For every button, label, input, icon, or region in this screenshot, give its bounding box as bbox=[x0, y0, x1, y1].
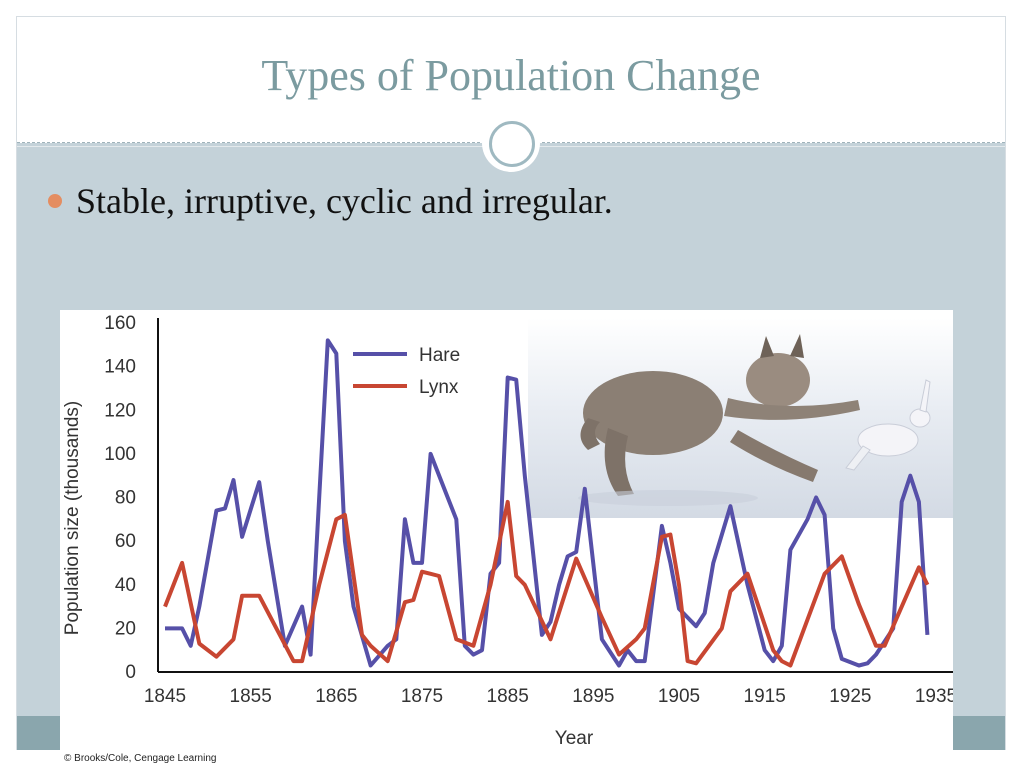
chart-legend: Hare Lynx bbox=[353, 345, 460, 398]
lynx-foreleg-upper bbox=[724, 398, 860, 420]
bullet-dot-icon bbox=[48, 194, 62, 208]
y-tick-label: 40 bbox=[115, 575, 136, 596]
x-tick-label: 1865 bbox=[315, 686, 357, 707]
hare-ear bbox=[919, 379, 931, 413]
x-tick-label: 1875 bbox=[401, 686, 443, 707]
lynx-hindleg bbox=[604, 428, 634, 496]
divider-ornament-ring-icon bbox=[489, 121, 535, 167]
x-tick-label: 1855 bbox=[230, 686, 272, 707]
x-tick-label: 1935 bbox=[915, 686, 953, 707]
chart-panel: 0 20 40 60 80 100 120 140 160 1845 1855 1865 1875 18… bbox=[60, 310, 953, 750]
legend-label-hare: Hare bbox=[419, 345, 460, 366]
y-axis-label: Population size (thousands) bbox=[62, 401, 83, 635]
x-tick-labels: 1845 1855 1865 1875 1885 1895 1905 1915 1925 1935 bbox=[144, 686, 953, 707]
y-tick-label: 60 bbox=[115, 531, 136, 552]
y-tick-label: 20 bbox=[115, 618, 136, 639]
slide-title: Types of Population Change bbox=[261, 51, 761, 100]
x-tick-label: 1845 bbox=[144, 686, 186, 707]
x-tick-label: 1915 bbox=[744, 686, 786, 707]
snow-shadow bbox=[578, 490, 758, 506]
y-tick-label: 120 bbox=[104, 400, 136, 421]
series-line-hare bbox=[165, 338, 930, 668]
y-tick-label: 140 bbox=[104, 357, 136, 378]
bullet-text: Stable, irruptive, cyclic and irregular. bbox=[76, 181, 613, 221]
chart-axes bbox=[157, 318, 953, 673]
lynx-ear-right bbox=[790, 334, 804, 358]
y-tick-label: 80 bbox=[115, 488, 136, 509]
series-line-lynx bbox=[163, 499, 930, 668]
x-tick-label: 1905 bbox=[658, 686, 700, 707]
legend-label-lynx: Lynx bbox=[419, 377, 459, 398]
x-tick-label: 1885 bbox=[487, 686, 529, 707]
lynx-chasing-hare-illustration bbox=[578, 334, 931, 506]
hare-body bbox=[857, 423, 919, 457]
lynx-hindleg-back bbox=[580, 418, 600, 450]
y-tick-labels: 0 20 40 60 80 100 120 140 160 bbox=[104, 313, 136, 683]
copyright-notice: © Brooks/Cole, Cengage Learning bbox=[64, 753, 217, 764]
x-tick-label: 1925 bbox=[829, 686, 871, 707]
lynx-hare-photo bbox=[528, 318, 953, 518]
x-axis-label: Year bbox=[555, 728, 594, 749]
series-lines bbox=[163, 338, 930, 668]
y-tick-label: 100 bbox=[104, 444, 136, 465]
hare-leg bbox=[845, 445, 871, 471]
x-tick-label: 1895 bbox=[572, 686, 614, 707]
lynx-ear-left bbox=[760, 336, 774, 358]
y-tick-label: 0 bbox=[125, 662, 136, 683]
lynx-foreleg-lower bbox=[730, 430, 818, 482]
y-tick-label: 160 bbox=[104, 313, 136, 334]
lynx-head bbox=[746, 353, 810, 407]
